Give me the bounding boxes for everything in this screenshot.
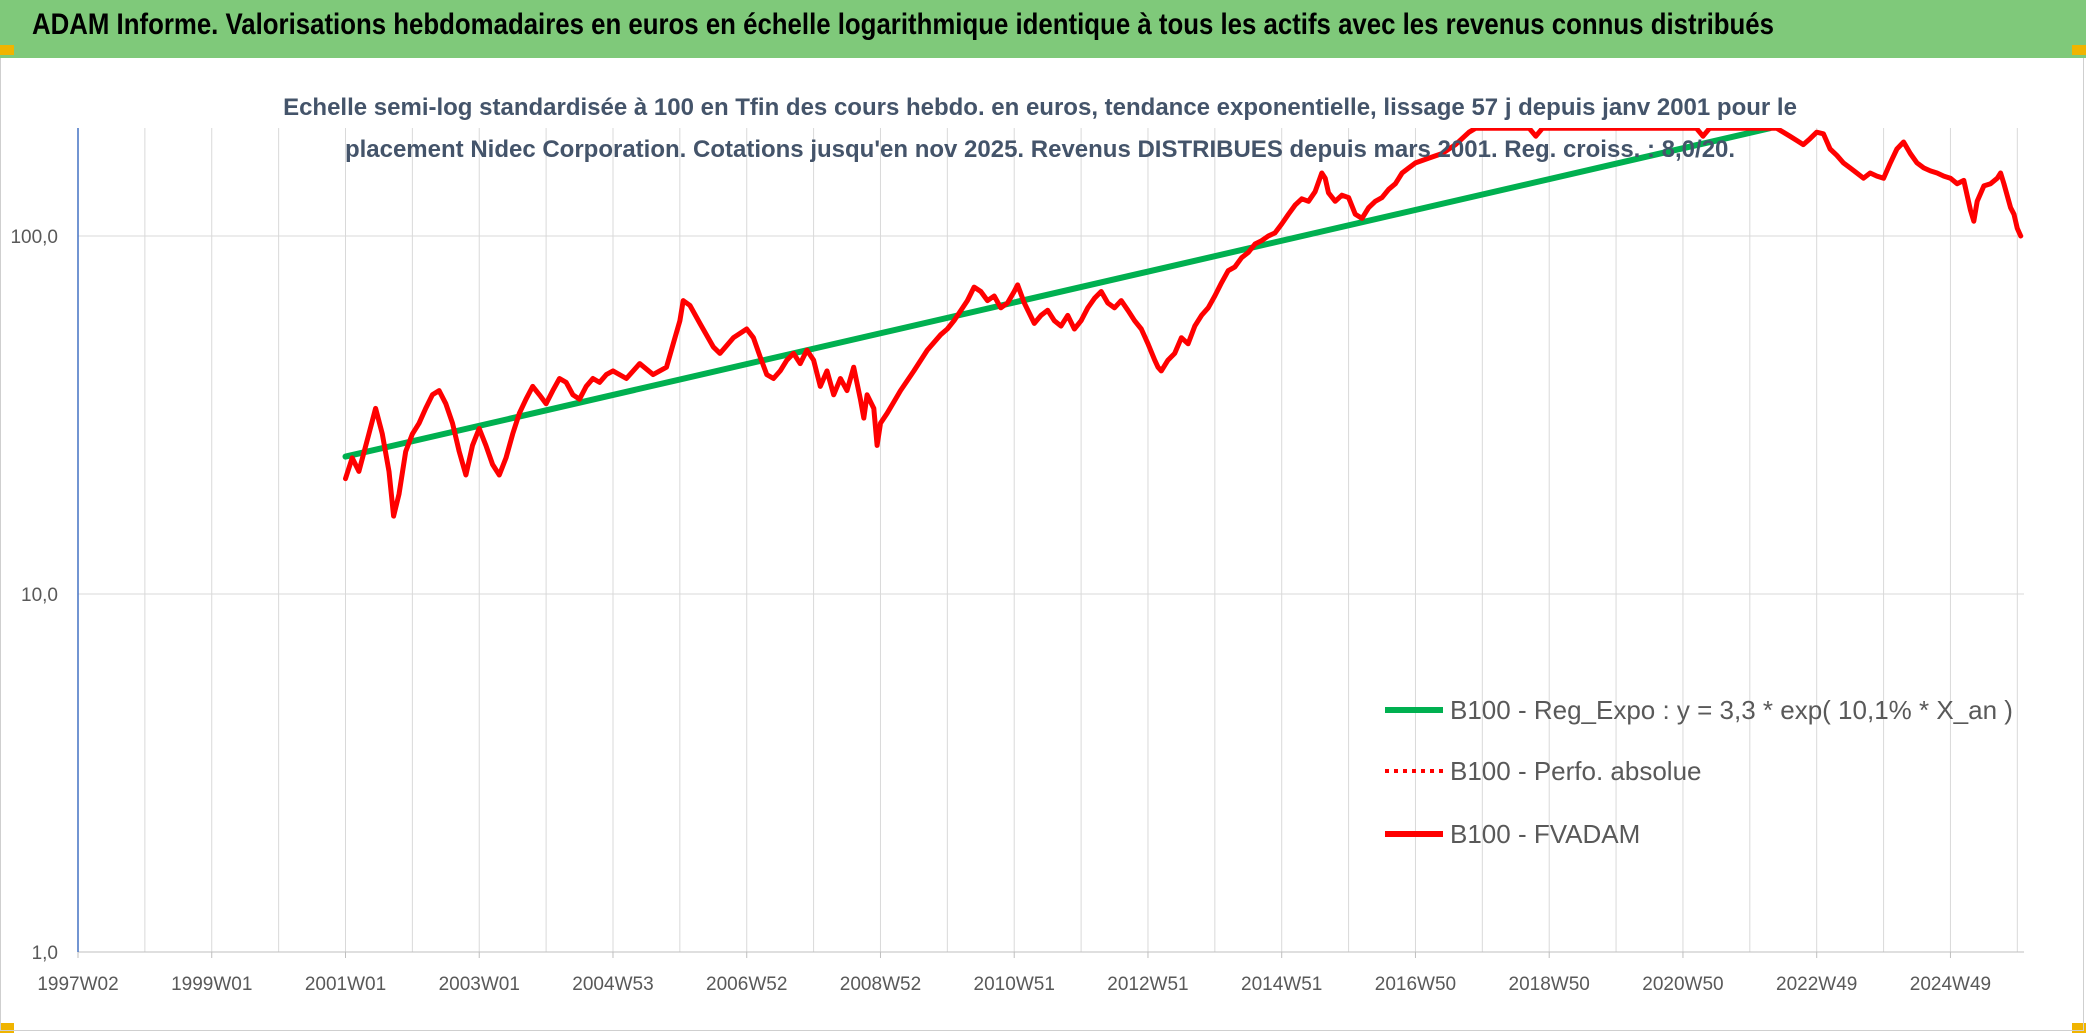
chart-title-line-2: placement Nidec Corporation. Cotations j… (345, 136, 1735, 163)
chart-tick-labels: 1,0 10,0 100,0 1997W02 1999W01 2001W01 2003W01… (10, 227, 1991, 995)
x-tick-label: 2020W50 (1642, 974, 1723, 995)
x-tick-label: 2006W52 (706, 974, 787, 995)
corner-marker-top-right (2072, 45, 2086, 55)
x-tick-label: 2010W51 (974, 974, 1055, 995)
legend-item-perfo: B100 - Perfo. absolue (1385, 756, 1702, 786)
x-tick-label: 2018W50 (1509, 974, 1590, 995)
x-tick-label: 2016W50 (1375, 974, 1456, 995)
chart-frame (0, 58, 2084, 1031)
x-tick-label: 2008W52 (840, 974, 921, 995)
legend-label-perfo: B100 - Perfo. absolue (1450, 756, 1702, 786)
x-tick-label: 1999W01 (171, 974, 252, 995)
legend-item-regression: B100 - Reg_Expo : y = 3,3 * exp( 10,1% *… (1385, 695, 2013, 725)
series-fvadam-line (343, 128, 2024, 519)
x-tick-label: 1997W02 (37, 974, 118, 995)
y-tick-label: 100,0 (10, 227, 58, 248)
x-tick-label: 2022W49 (1776, 974, 1857, 995)
chart-title-line-1: Echelle semi-log standardisée à 100 en T… (283, 94, 1797, 121)
x-tick-label: 2014W51 (1241, 974, 1322, 995)
y-tick-label: 10,0 (21, 585, 58, 606)
chart-series (342, 128, 2024, 519)
corner-marker-bottom-right (2072, 1023, 2086, 1033)
x-tick-label: 2001W01 (305, 974, 386, 995)
chart-legend: B100 - Reg_Expo : y = 3,3 * exp( 10,1% *… (1385, 695, 2013, 849)
corner-marker-top-left (0, 45, 14, 55)
chart-grid (78, 128, 2024, 953)
chart-title: Echelle semi-log standardisée à 100 en T… (283, 94, 1797, 163)
y-tick-label: 1,0 (32, 943, 58, 964)
x-tick-label: 2004W53 (572, 974, 653, 995)
report-banner: ADAM Informe. Valorisations hebdomadaire… (0, 0, 2086, 58)
x-tick-label: 2012W51 (1107, 974, 1188, 995)
x-tick-label: 2024W49 (1910, 974, 1991, 995)
corner-marker-bottom-left (0, 1023, 14, 1033)
legend-label-regression: B100 - Reg_Expo : y = 3,3 * exp( 10,1% *… (1450, 695, 2013, 725)
legend-item-fvadam: B100 - FVADAM (1385, 819, 1640, 849)
legend-label-fvadam: B100 - FVADAM (1450, 819, 1640, 849)
report-title: ADAM Informe. Valorisations hebdomadaire… (32, 8, 1774, 41)
series-regression-line (342, 128, 1773, 460)
x-tick-label: 2003W01 (439, 974, 520, 995)
